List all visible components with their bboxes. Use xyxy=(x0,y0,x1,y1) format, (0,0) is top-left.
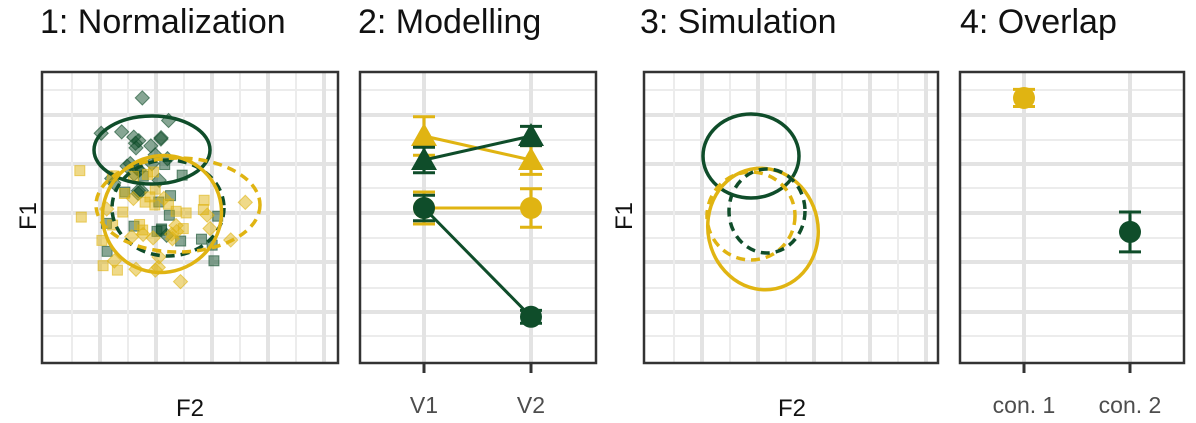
token-square xyxy=(141,168,153,180)
token-square xyxy=(97,260,109,272)
x-tick-label-v1: V1 xyxy=(410,392,438,418)
ellipse-con2-solid xyxy=(92,114,212,186)
point-circle xyxy=(520,305,542,328)
panel-normalization: F2 F1 xyxy=(15,70,340,422)
grid-panel-4 xyxy=(960,72,1184,363)
x-tick-label-con1: con. 1 xyxy=(993,392,1056,418)
panel-title-4: 4: Overlap xyxy=(960,3,1117,41)
panel-title-2: 2: Modelling xyxy=(358,3,541,41)
token-square xyxy=(118,188,130,200)
x-tick-label-v2: V2 xyxy=(517,392,545,418)
token-diamond xyxy=(125,190,142,207)
ellipse-con2-dashed xyxy=(110,158,226,258)
token-diamond xyxy=(153,131,169,147)
x-axis-label-panel-3: F2 xyxy=(778,395,806,422)
token-diamond xyxy=(145,230,161,246)
point-triangle xyxy=(518,123,544,146)
overlap-point-1 xyxy=(1119,220,1141,243)
panel-title-1: 1: Normalization xyxy=(40,3,286,41)
token-diamond xyxy=(202,220,218,237)
point-triangle xyxy=(411,123,437,146)
panel-border-2 xyxy=(358,70,598,365)
series-line-3 xyxy=(422,206,533,318)
x-tick-label-con2: con. 2 xyxy=(1099,392,1162,418)
sim-ellipse-con2-dashed xyxy=(727,167,807,255)
panel-border-3 xyxy=(642,70,940,365)
sim-ellipse-con2-solid xyxy=(701,112,801,200)
token-square xyxy=(134,218,146,230)
grid-panel-3 xyxy=(644,72,938,363)
y-axis-label-panel-3: F1 xyxy=(611,202,638,230)
overlap-points xyxy=(1013,86,1141,254)
token-square xyxy=(180,207,192,219)
token-diamond xyxy=(134,90,151,106)
ellipses-panel-3 xyxy=(701,112,821,292)
scatter-points-panel-1 xyxy=(74,90,254,290)
token-diamond xyxy=(237,194,254,211)
grid-panel-2 xyxy=(360,72,596,363)
point-triangle xyxy=(518,147,544,170)
x-axis-label-panel-1: F2 xyxy=(176,395,204,422)
token-diamond xyxy=(199,207,215,223)
panel-modelling: V1 V2 xyxy=(358,70,598,418)
panel-border-1 xyxy=(40,70,340,365)
token-diamond xyxy=(163,226,180,242)
token-square xyxy=(195,233,207,245)
series-line-1 xyxy=(423,134,532,162)
overlap-point-0 xyxy=(1013,86,1035,109)
token-diamond xyxy=(156,190,172,207)
token-diamond xyxy=(106,253,123,269)
point-circle xyxy=(413,197,435,219)
y-axis-label-panel-1: F1 xyxy=(15,202,42,230)
point-triangle xyxy=(411,147,437,170)
panel-title-3: 3: Simulation xyxy=(640,3,837,41)
token-square xyxy=(155,224,167,236)
panel-simulation: F2 F1 xyxy=(611,70,940,422)
panel-border-4 xyxy=(958,70,1186,365)
panel-overlap: con. 1 con. 2 xyxy=(958,70,1186,418)
token-diamond xyxy=(172,273,189,290)
ellipse-con1-dashed xyxy=(94,156,262,254)
token-square xyxy=(74,165,86,177)
point-circle xyxy=(520,197,542,219)
token-square xyxy=(198,194,210,206)
modelling-series xyxy=(411,115,544,328)
token-diamond xyxy=(113,124,130,140)
token-square xyxy=(101,245,113,257)
token-square xyxy=(144,191,156,203)
sim-ellipse-con1-dashed xyxy=(705,170,797,262)
ellipses-panel-1 xyxy=(92,114,262,275)
token-diamond xyxy=(125,129,142,145)
token-square xyxy=(208,255,220,267)
token-square xyxy=(75,211,87,223)
token-square xyxy=(117,206,129,218)
sim-ellipse-con1-solid xyxy=(705,166,821,292)
ellipse-con1-solid xyxy=(100,153,224,275)
